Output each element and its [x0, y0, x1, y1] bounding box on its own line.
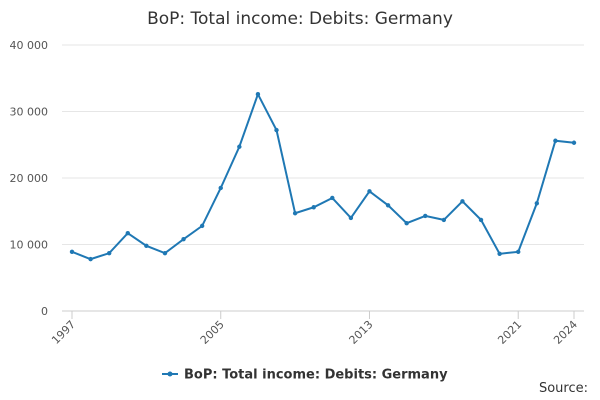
x-tick-label: 2013: [347, 318, 376, 347]
point: [330, 195, 335, 201]
legend-marker: [167, 371, 173, 377]
x-tick-label: 1997: [49, 318, 78, 347]
x-tick-label: 2005: [198, 318, 227, 347]
point: [144, 243, 149, 249]
point: [516, 249, 521, 255]
point: [106, 250, 112, 256]
y-tick-label: 10 000: [10, 239, 49, 252]
point: [404, 221, 409, 226]
line: [71, 91, 575, 261]
point: [255, 92, 261, 97]
source: Source:: [539, 381, 588, 396]
point: [181, 236, 186, 242]
point: [423, 213, 428, 219]
legend-label: BoP: Total income: Debits: Germany: [184, 368, 448, 383]
point: [88, 256, 93, 262]
point: [534, 201, 540, 206]
point: [311, 205, 316, 210]
chart-title: BoP: Total income: Debits: Germany: [147, 9, 453, 29]
point: [441, 217, 447, 223]
point: [571, 140, 577, 145]
y-tick-label: 40 000: [10, 39, 49, 52]
point: [367, 189, 372, 194]
y-tick-label: 20 000: [10, 172, 49, 185]
x-tick-label: 2021: [495, 318, 524, 347]
y-tick-label: 0: [41, 305, 48, 318]
point: [553, 138, 558, 143]
point: [237, 144, 242, 149]
point: [460, 199, 465, 204]
y-tick-label: 30 000: [10, 106, 49, 119]
point: [497, 251, 502, 257]
point: [274, 127, 279, 133]
point: [162, 250, 168, 256]
point: [292, 211, 298, 216]
point: [199, 223, 205, 229]
point: [69, 249, 75, 255]
point: [125, 230, 130, 236]
point: [478, 217, 484, 223]
point: [348, 215, 354, 221]
point: [218, 185, 223, 191]
point: [385, 203, 391, 208]
x-tick-label: 2024: [551, 318, 580, 347]
